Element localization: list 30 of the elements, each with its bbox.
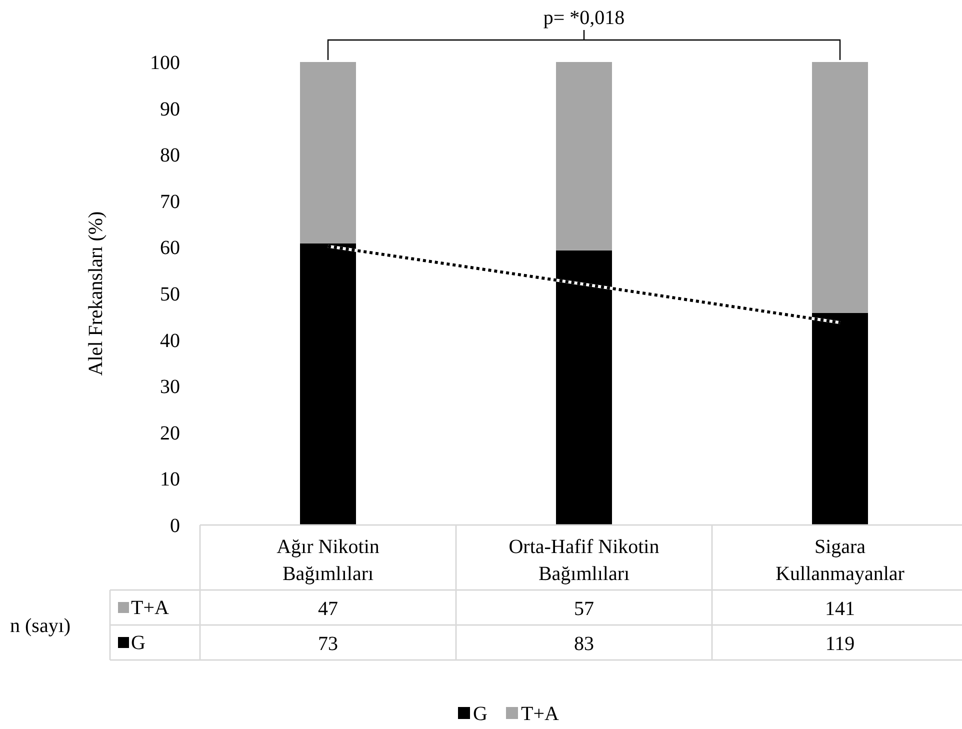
y-tick-label: 70 bbox=[160, 190, 180, 213]
text: 83 bbox=[574, 633, 594, 655]
bar bbox=[556, 62, 612, 250]
y-tick-label: 30 bbox=[160, 376, 180, 398]
text: T+A bbox=[521, 703, 559, 725]
y-axis-title: Alel Frekansları (%) bbox=[85, 211, 107, 376]
text: n (sayı) bbox=[10, 615, 71, 637]
y-tick-label: 20 bbox=[160, 422, 180, 444]
x-tick-label: Ağır Nikotin Bağımlıları bbox=[276, 536, 380, 585]
y-tick-label: 60 bbox=[160, 237, 180, 260]
text: 57 bbox=[574, 598, 594, 620]
x-tick-label: Sigara Kullanmayanlar bbox=[776, 536, 905, 585]
legend-label: G bbox=[473, 703, 488, 725]
text: 47 bbox=[318, 598, 338, 620]
bar bbox=[300, 62, 356, 244]
y-tick-label: 40 bbox=[160, 330, 180, 352]
y-tick-label: 0 bbox=[170, 515, 180, 537]
y-tick-label: 50 bbox=[160, 284, 180, 306]
bar bbox=[812, 62, 868, 313]
x-tick-label: Orta-Hafif Nikotin Bağımlıları bbox=[508, 536, 660, 585]
y-tick-label: 90 bbox=[160, 98, 180, 120]
y-tick-label: 100 bbox=[150, 52, 180, 74]
text: 73 bbox=[318, 633, 338, 655]
text: G bbox=[131, 632, 146, 654]
text: 141 bbox=[825, 598, 855, 620]
y-tick-label: 80 bbox=[160, 144, 180, 167]
legend-label: T+A bbox=[131, 597, 170, 619]
text: 119 bbox=[825, 633, 855, 655]
y-tick-label: 10 bbox=[160, 468, 180, 491]
text: p= *0,018 bbox=[543, 7, 625, 29]
